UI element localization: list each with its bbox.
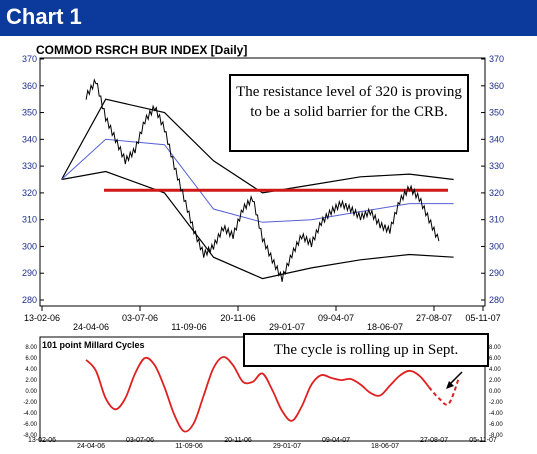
lower-y-tick-label-left: -2.00 <box>23 400 37 406</box>
upper-x-tick-label: 27-08-07 <box>416 313 452 323</box>
lower-y-tick-label-right: 6.00 <box>489 356 501 362</box>
lower-y-tick-label-left: 8.00 <box>25 345 37 351</box>
upper-x-tick-label: 29-01-07 <box>269 322 305 332</box>
upper-y-tick-label-left: 340 <box>22 134 37 144</box>
upper-y-tick-label-right: 370 <box>489 54 504 64</box>
lower-x-tick-label: 03-07-06 <box>126 437 154 444</box>
lower-x-tick-label: 24-04-06 <box>77 443 105 450</box>
lower-y-tick-label-left: -8.00 <box>23 433 37 439</box>
lower-y-tick-label-right: -6.00 <box>489 422 503 428</box>
lower-chart-title: 101 point Millard Cycles <box>42 340 145 350</box>
lower-x-tick-label: 29-01-07 <box>273 443 301 450</box>
lower-y-tick-label-left: 6.00 <box>25 356 37 362</box>
envelope-middle-line <box>61 138 454 223</box>
upper-y-tick-label-left: 300 <box>22 241 37 251</box>
lower-x-tick-label: 09-04-07 <box>322 437 350 444</box>
lower-y-tick-label-right: 0.00 <box>489 389 501 395</box>
lower-x-tick-label: 18-06-07 <box>371 443 399 450</box>
upper-x-tick-label: 03-07-06 <box>122 313 158 323</box>
cycle-callout: The cycle is rolling up in Sept. <box>243 333 489 367</box>
cycle-projection-line <box>428 378 460 406</box>
lower-y-tick-label-left: 4.00 <box>25 367 37 373</box>
upper-series-group <box>61 78 454 282</box>
upper-y-tick-label-left: 330 <box>22 161 37 171</box>
upper-x-tick-label: 24-04-06 <box>73 322 109 332</box>
upper-y-tick-label-right: 300 <box>489 241 504 251</box>
lower-y-tick-label-right: 4.00 <box>489 367 501 373</box>
lower-y-tick-label-left: -4.00 <box>23 411 37 417</box>
upper-x-tick-label: 09-04-07 <box>318 313 354 323</box>
lower-y-tick-label-right: -8.00 <box>489 433 503 439</box>
upper-x-tick-label: 11-09-06 <box>171 322 206 332</box>
lower-y-tick-label-left: 0.00 <box>25 389 37 395</box>
upper-y-tick-label-left: 310 <box>22 215 37 225</box>
lower-x-tick-label: 20-11-06 <box>224 437 252 444</box>
upper-y-tick-label-right: 330 <box>489 161 504 171</box>
upper-x-tick-label: 13-02-06 <box>24 313 60 323</box>
lower-x-tick-label: 13-02-06 <box>28 437 56 444</box>
upper-y-tick-label-right: 320 <box>489 188 504 198</box>
upper-y-tick-label-right: 340 <box>489 134 504 144</box>
upper-chart-title: COMMOD RSRCH BUR INDEX [Daily] <box>36 43 247 57</box>
upper-y-tick-label-left: 360 <box>22 81 37 91</box>
lower-y-tick-label-right: 8.00 <box>489 345 501 351</box>
upper-y-tick-label-left: 290 <box>22 268 37 278</box>
upper-x-tick-label: 18-06-07 <box>367 322 403 332</box>
lower-x-tick-label: 27-08-07 <box>420 437 448 444</box>
upper-x-tick-label: 20-11-06 <box>220 313 255 323</box>
upper-y-tick-label-left: 280 <box>22 295 37 305</box>
upper-y-tick-label-right: 290 <box>489 268 504 278</box>
upper-y-tick-label-left: 350 <box>22 108 37 118</box>
upper-x-tick-label: 05-11-07 <box>465 313 500 323</box>
lower-y-tick-label-right: 2.00 <box>489 378 501 384</box>
envelope-lower-line <box>61 170 454 280</box>
lower-series-group <box>85 356 463 433</box>
lower-x-axis: 13-02-06 03-07-06 20-11-06 09-04-07 27-08-07… <box>28 437 497 450</box>
lower-y-tick-label-right: -2.00 <box>489 400 503 406</box>
upper-y-tick-label-left: 320 <box>22 188 37 198</box>
upper-y-tick-label-left: 370 <box>22 54 37 64</box>
callout-pointer-line <box>448 371 463 386</box>
upper-y-tick-label-right: 350 <box>489 108 504 118</box>
header-bar <box>0 0 537 36</box>
upper-y-tick-label-right: 360 <box>489 81 504 91</box>
cycle-line <box>85 356 430 433</box>
envelope-upper-line <box>61 98 454 194</box>
lower-y-tick-label-left: 2.00 <box>25 378 37 384</box>
lower-y-axis: 8.00 8.00 6.00 6.00 4.00 4.00 2.00 2.00 0.00 0.00… <box>23 345 503 439</box>
upper-x-axis: 13-02-06 03-07-06 20-11-06 09-04-07 27-08-07… <box>24 306 501 332</box>
price-line <box>85 78 440 282</box>
upper-y-axis: 280 280 290 290 300 300 310 310 320 320 330 330 340 3… <box>22 54 504 305</box>
header-title: Chart 1 <box>6 4 82 29</box>
upper-panel-frame <box>39 57 486 307</box>
upper-y-tick-label-right: 310 <box>489 215 504 225</box>
lower-y-tick-label-right: -4.00 <box>489 411 503 417</box>
upper-y-tick-label-right: 280 <box>489 295 504 305</box>
lower-x-tick-label: 05-11-07 <box>469 437 497 444</box>
callout-arrow-head <box>446 381 454 389</box>
lower-y-tick-label-left: -6.00 <box>23 422 37 428</box>
lower-x-tick-label: 11-09-06 <box>175 443 203 450</box>
resistance-callout: The resistance level of 320 is proving t… <box>229 74 469 152</box>
